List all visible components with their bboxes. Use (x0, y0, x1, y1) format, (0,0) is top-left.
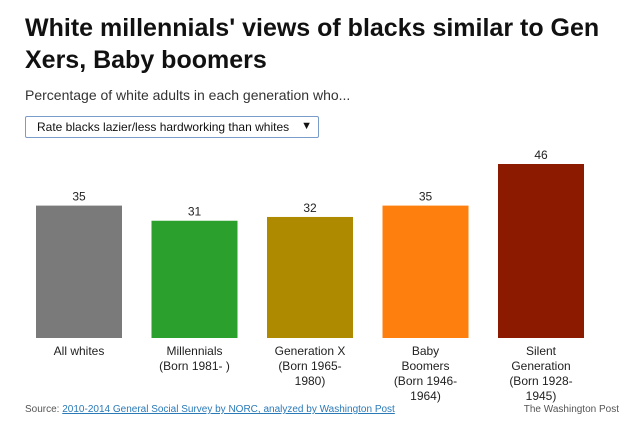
source-note: Source: 2010-2014 General Social Survey … (25, 404, 395, 415)
category-label: 1980) (295, 374, 326, 388)
category-label: (Born 1946- (394, 374, 457, 388)
measure-dropdown[interactable]: Rate blacks lazier/less hardworking than… (25, 116, 319, 138)
bar-0 (36, 205, 122, 338)
category-label: 1945) (526, 389, 557, 403)
bar-1 (151, 220, 238, 338)
bar-value-label: 32 (303, 201, 317, 215)
chart-subtitle: Percentage of white adults in each gener… (25, 87, 351, 103)
chart-title: White millennials' views of blacks simil… (25, 14, 600, 74)
publisher-credit: The Washington Post (523, 404, 619, 415)
bar-3 (382, 205, 469, 338)
category-label: (Born 1928- (509, 374, 572, 388)
category-label: (Born 1965- (278, 359, 341, 373)
category-label: Generation (511, 359, 570, 373)
dropdown-selected-label: Rate blacks lazier/less hardworking than… (37, 120, 290, 134)
category-label: (Born 1981- ) (159, 359, 230, 373)
bar-2 (267, 216, 353, 338)
category-label: Boomers (401, 359, 449, 373)
category-label: Baby (412, 344, 439, 358)
category-label: Silent (526, 344, 557, 358)
bar-4 (498, 164, 584, 338)
bar-value-label: 31 (188, 205, 202, 219)
source-prefix: Source: (25, 404, 60, 415)
chevron-down-icon: ▼ (301, 120, 312, 132)
category-label: Millennials (166, 344, 222, 358)
source-link[interactable]: 2010-2014 General Social Survey by NORC,… (62, 404, 395, 415)
bar-value-label: 35 (72, 190, 86, 204)
bar-value-label: 35 (419, 190, 433, 204)
category-label: Generation X (275, 344, 346, 358)
category-label: 1964) (410, 389, 441, 403)
bar-value-label: 46 (534, 148, 548, 162)
category-label: All whites (54, 344, 105, 358)
